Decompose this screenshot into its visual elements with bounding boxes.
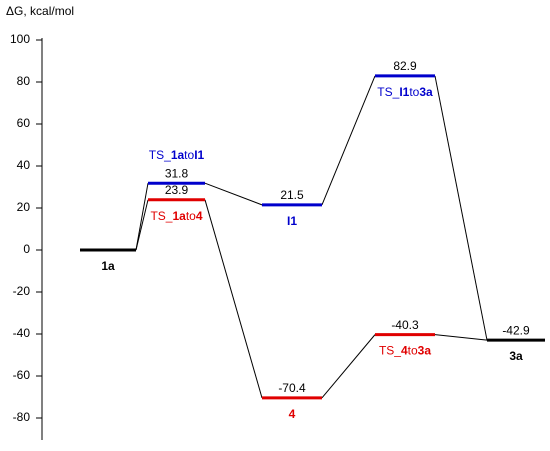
- y-tick-label: 0: [23, 242, 30, 256]
- y-tick-label: 20: [17, 200, 31, 214]
- level-name-part: 1a: [172, 209, 186, 223]
- level-name-part: TS_: [150, 209, 172, 223]
- connector: [204, 182, 263, 206]
- value-label: 21.5: [280, 188, 304, 202]
- level-name-part: to: [408, 344, 418, 358]
- y-tick-label: 60: [17, 116, 31, 130]
- axis-label: ΔG, kcal/mol: [6, 4, 74, 18]
- value-label: 31.8: [165, 166, 189, 180]
- level-name-part: I1: [194, 148, 204, 162]
- level-name: TS_4to3a: [379, 344, 431, 358]
- level-name-part: I1: [399, 85, 409, 99]
- level-name-part: TS_: [149, 148, 171, 162]
- level-name: 4: [289, 407, 296, 421]
- connector: [321, 75, 376, 206]
- connector: [204, 199, 263, 398]
- connector: [135, 183, 149, 251]
- level-name: TS_1atoI1: [149, 148, 205, 162]
- level-name: 1a: [101, 259, 115, 273]
- level-name: TS_1ato4: [150, 209, 202, 223]
- y-tick-label: -80: [13, 410, 31, 424]
- value-label: -42.9: [502, 323, 530, 337]
- y-tick-label: -60: [13, 368, 31, 382]
- level-name-part: 1a: [101, 259, 115, 273]
- level-name-part: to: [186, 209, 196, 223]
- level-name-part: 4: [401, 344, 408, 358]
- level-name-part: TS_: [379, 344, 401, 358]
- level-name-part: 3a: [419, 85, 433, 99]
- level-name: I1: [287, 214, 297, 228]
- level-name-part: I1: [287, 214, 297, 228]
- connector: [434, 334, 488, 341]
- level-name: 3a: [509, 349, 523, 363]
- connector: [321, 334, 376, 399]
- level-name-part: 3a: [418, 344, 432, 358]
- y-tick-label: -40: [13, 326, 31, 340]
- connector: [434, 75, 488, 341]
- connector: [135, 199, 149, 251]
- value-label: 23.9: [165, 183, 189, 197]
- level-name-part: 4: [289, 407, 296, 421]
- level-name-part: TS_: [377, 85, 399, 99]
- level-name-part: 4: [196, 209, 203, 223]
- level-name-part: to: [409, 85, 419, 99]
- level-name-part: to: [184, 148, 194, 162]
- y-tick-label: -20: [13, 284, 31, 298]
- y-tick-label: 80: [17, 74, 31, 88]
- value-label: 82.9: [393, 59, 417, 73]
- y-tick-label: 100: [10, 32, 30, 46]
- value-label: -70.4: [278, 381, 306, 395]
- level-name-part: 1a: [171, 148, 185, 162]
- value-label: -40.3: [391, 318, 419, 332]
- y-tick-label: 40: [17, 158, 31, 172]
- level-name-part: 3a: [509, 349, 523, 363]
- level-name: TS_I1to3a: [377, 85, 433, 99]
